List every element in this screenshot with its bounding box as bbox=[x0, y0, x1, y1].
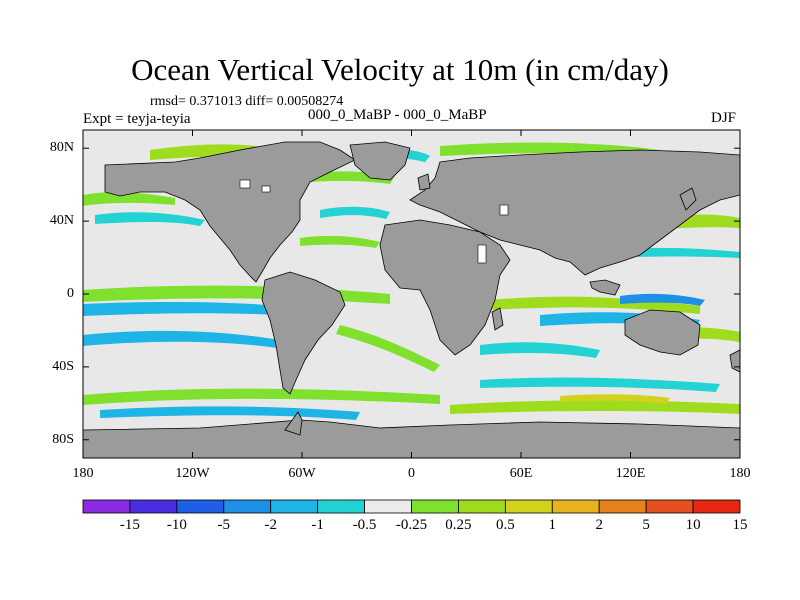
contour-band bbox=[83, 192, 175, 206]
experiment-line: Expt = teyja-teyia bbox=[83, 111, 191, 127]
colorbar-label: -1 bbox=[311, 517, 324, 533]
contour-band bbox=[450, 400, 740, 414]
south-america bbox=[261, 271, 346, 395]
colorbar-label: -2 bbox=[264, 517, 277, 533]
colorbar-label: -5 bbox=[217, 517, 231, 533]
colorbar-label: -0.5 bbox=[352, 517, 377, 533]
colorbar-label: -0.25 bbox=[395, 517, 428, 533]
colorbar-label: -15 bbox=[119, 517, 140, 533]
colorbar-box bbox=[458, 499, 506, 514]
antarctica bbox=[83, 419, 740, 458]
colorbar-box bbox=[598, 499, 647, 514]
map-ticks bbox=[82, 130, 741, 458]
australia bbox=[624, 309, 701, 356]
chart-title: Ocean Vertical Velocity at 10m (in cm/da… bbox=[131, 52, 669, 87]
colorbar-box bbox=[82, 499, 131, 514]
africa bbox=[379, 219, 511, 356]
contour-band bbox=[336, 325, 440, 372]
eurasia bbox=[409, 149, 740, 276]
colorbar-label: 0.25 bbox=[445, 517, 472, 533]
lon-tick-label: 180 bbox=[729, 466, 751, 481]
lon-tick-label: 60W bbox=[288, 466, 316, 481]
japan bbox=[679, 187, 697, 211]
colorbar-label: 1 bbox=[548, 517, 557, 533]
lake bbox=[477, 244, 487, 264]
colorbar-box bbox=[176, 499, 225, 514]
lon-tick-label: 60E bbox=[509, 466, 533, 481]
map-plot-area bbox=[83, 130, 740, 458]
antarctic-peninsula bbox=[284, 411, 303, 436]
colorbar-label: 0.5 bbox=[495, 517, 515, 533]
contour-band bbox=[320, 206, 390, 219]
colorbar-box bbox=[504, 499, 553, 514]
colorbar-label: 5 bbox=[642, 517, 650, 533]
colorbar-box bbox=[692, 499, 741, 514]
contour-band bbox=[83, 330, 280, 348]
contour-band bbox=[100, 406, 360, 420]
greenland bbox=[349, 141, 411, 181]
contour-band bbox=[480, 377, 720, 392]
lat-tick-label: 40S bbox=[52, 358, 74, 374]
lon-tick-label: 180 bbox=[72, 466, 94, 481]
uk bbox=[417, 173, 431, 191]
north-america bbox=[104, 141, 356, 283]
contour-band bbox=[83, 388, 440, 405]
contour-band bbox=[620, 293, 705, 306]
lat-tick-label: 0 bbox=[67, 286, 74, 301]
colorbar-label: 2 bbox=[595, 517, 603, 533]
stats-line: rmsd= 0.371013 diff= 0.00508274 bbox=[150, 94, 344, 109]
colorbar-label: 15 bbox=[732, 517, 748, 533]
lat-tick-label: 80S bbox=[52, 431, 74, 447]
colorbar-box bbox=[645, 499, 694, 514]
lake bbox=[261, 185, 271, 193]
lon-tick-label: 120E bbox=[615, 466, 646, 481]
lake bbox=[239, 179, 251, 189]
contour-band bbox=[560, 394, 670, 404]
comparison-line: 000_0_MaBP - 000_0_MaBP bbox=[308, 107, 487, 123]
indonesia bbox=[589, 279, 621, 296]
lat-tick-label: 80N bbox=[49, 140, 74, 156]
lat-tick-label: 40N bbox=[49, 213, 74, 229]
colorbar-box bbox=[364, 499, 412, 514]
lon-tick-label: 120W bbox=[175, 466, 210, 481]
lake bbox=[499, 204, 509, 216]
colorbar-box bbox=[129, 499, 178, 514]
colorbar-label: -10 bbox=[166, 517, 187, 533]
colorbar-box bbox=[270, 499, 319, 514]
land-masses bbox=[83, 141, 740, 458]
colorbar bbox=[82, 499, 741, 514]
colorbar-box bbox=[223, 499, 272, 514]
contour-band bbox=[300, 235, 380, 248]
contour-band bbox=[480, 342, 600, 358]
colorbar-box bbox=[551, 499, 600, 514]
colorbar-label: 10 bbox=[685, 517, 701, 533]
madagascar bbox=[491, 307, 504, 331]
inland-lakes bbox=[239, 179, 509, 264]
contour-band bbox=[95, 212, 205, 226]
season-label: DJF bbox=[711, 110, 737, 126]
colorbar-box bbox=[317, 499, 365, 514]
colorbar-box bbox=[411, 499, 459, 514]
lon-tick-label: 0 bbox=[408, 466, 415, 481]
